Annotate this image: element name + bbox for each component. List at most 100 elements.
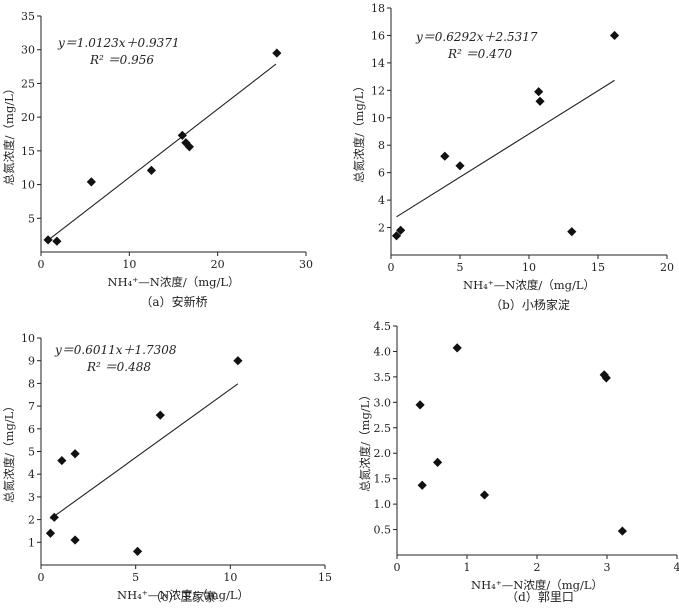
data-point <box>49 512 59 522</box>
x-tick-label: 0 <box>38 571 45 584</box>
chart-panel-3: 0 5 10 15 1 2 3 4 5 6 7 8 9 10 y＝0.6011x＋1.7308 R² ＝0.4… <box>2 332 332 604</box>
data-point <box>479 490 490 500</box>
data-point <box>70 449 80 459</box>
panel-caption: （c）王家寨 <box>150 589 217 604</box>
trend-line <box>396 79 615 218</box>
data-point <box>146 165 157 176</box>
data-point <box>452 343 462 353</box>
chart-panel-2: 0 5 10 15 20 2 4 6 8 10 12 14 16 18 y＝0.6292x＋2.5317 R²… <box>352 2 674 312</box>
x-tick-label: 2 <box>534 561 541 574</box>
y-tick-label: 5 <box>28 212 35 225</box>
y-tick-label: 7 <box>28 400 35 413</box>
y-tick-label: 9 <box>28 355 35 368</box>
x-tick-label: 10 <box>522 261 536 274</box>
y-tick-label: 10 <box>371 112 385 125</box>
data-point <box>440 151 450 161</box>
data-point <box>43 235 53 245</box>
x-tick-label: 10 <box>122 258 136 271</box>
data-point <box>233 356 243 366</box>
y-tick-label: 4.0 <box>374 345 392 358</box>
data-point <box>617 526 627 536</box>
y-tick-label: 3.5 <box>374 371 392 384</box>
x-tick-label: 15 <box>591 261 605 274</box>
trend-line <box>45 63 277 243</box>
y-tick-label: 4 <box>378 194 385 207</box>
chart-panel-4: 0 1 2 3 4 0.5 1.0 1.5 2.0 2.5 3.0 3.5 4.0 4.5 NH₄⁺—N浓度… <box>358 320 679 604</box>
y-tick-label: 3.0 <box>374 396 392 409</box>
y-tick-label: 18 <box>371 2 385 15</box>
x-tick-label: 20 <box>211 258 225 271</box>
data-point <box>534 87 544 97</box>
y-tick-label: 20 <box>21 111 35 124</box>
y-axis-title: 总氮浓度/（mg/L） <box>352 80 366 183</box>
y-tick-label: 0.5 <box>374 524 392 537</box>
y-axis-title: 总氮浓度/（mg/L） <box>2 400 16 503</box>
data-point <box>601 373 611 383</box>
data-point <box>155 410 165 420</box>
y-axis-title: 总氮浓度/（mg/L） <box>2 83 16 186</box>
panel-caption: （a）安新桥 <box>140 294 207 309</box>
y-tick-label: 2.0 <box>374 447 392 460</box>
y-tick-label: 6 <box>28 423 35 436</box>
x-tick-label: 30 <box>299 258 313 271</box>
data-point <box>415 400 425 410</box>
y-tick-label: 4 <box>28 468 35 481</box>
y-tick-label: 1.5 <box>374 473 392 486</box>
x-tick-label: 0 <box>394 561 401 574</box>
y-tick-label: 14 <box>371 57 385 70</box>
data-point <box>417 480 427 490</box>
data-point <box>132 546 143 556</box>
y-tick-label: 3 <box>28 491 35 504</box>
chart-panel-1: 0 10 20 30 5 10 15 20 25 30 35 y＝1.0123x＋0.9371 R² ＝… <box>2 10 313 309</box>
data-point <box>396 225 406 235</box>
y-tick-label: 35 <box>21 10 35 23</box>
x-tick-label: 0 <box>38 258 45 271</box>
y-tick-label: 25 <box>21 77 35 90</box>
regression-equation: y＝0.6292x＋2.5317 <box>415 30 538 44</box>
y-tick-label: 15 <box>21 145 35 158</box>
data-point <box>455 161 465 171</box>
panel-caption: （b）小杨家淀 <box>490 297 570 312</box>
y-tick-label: 12 <box>371 84 385 97</box>
y-tick-label: 8 <box>28 377 35 390</box>
x-axis-title: NH₄⁺—N浓度/（mg/L） <box>108 275 240 289</box>
y-tick-label: 30 <box>21 44 35 57</box>
y-tick-label: 2.5 <box>374 422 392 435</box>
data-point <box>391 231 402 241</box>
y-tick-label: 1.0 <box>374 498 392 511</box>
y-tick-label: 8 <box>378 139 385 152</box>
data-point <box>272 48 282 58</box>
data-point <box>70 535 80 545</box>
y-tick-label: 4.5 <box>374 320 392 333</box>
data-point <box>52 236 62 246</box>
y-tick-label: 10 <box>21 179 35 192</box>
data-point <box>45 528 56 538</box>
y-tick-label: 1 <box>28 536 35 549</box>
y-tick-label: 2 <box>378 222 385 235</box>
data-point <box>57 455 67 466</box>
data-point <box>177 130 187 140</box>
x-axis-title: NH₄⁺—N浓度/（mg/L） <box>463 278 595 292</box>
y-tick-label: 16 <box>371 29 385 42</box>
y-tick-label: 5 <box>28 446 35 459</box>
data-point <box>567 227 577 237</box>
x-tick-label: 1 <box>464 561 471 574</box>
data-point <box>184 142 194 152</box>
r-squared: R² ＝0.488 <box>86 360 151 374</box>
trend-line <box>50 383 239 520</box>
x-axis-title: NH₄⁺—N浓度/（mg/L） <box>471 578 603 592</box>
x-tick-label: 10 <box>223 571 237 584</box>
r-squared: R² ＝0.470 <box>447 47 512 61</box>
panel-caption: （d）郭里口 <box>506 590 574 604</box>
x-tick-label: 5 <box>457 261 464 274</box>
x-axis-title: NH₄⁺—N浓度/（mg/L） <box>117 588 249 602</box>
x-tick-label: 3 <box>604 561 611 574</box>
data-point <box>433 457 443 467</box>
y-tick-label: 2 <box>28 514 35 527</box>
r-squared: R² ＝0.956 <box>89 53 154 67</box>
x-tick-label: 15 <box>318 571 332 584</box>
x-tick-label: 0 <box>388 261 395 274</box>
y-tick-label: 6 <box>378 167 385 180</box>
data-point <box>86 177 96 187</box>
data-point <box>535 96 545 106</box>
